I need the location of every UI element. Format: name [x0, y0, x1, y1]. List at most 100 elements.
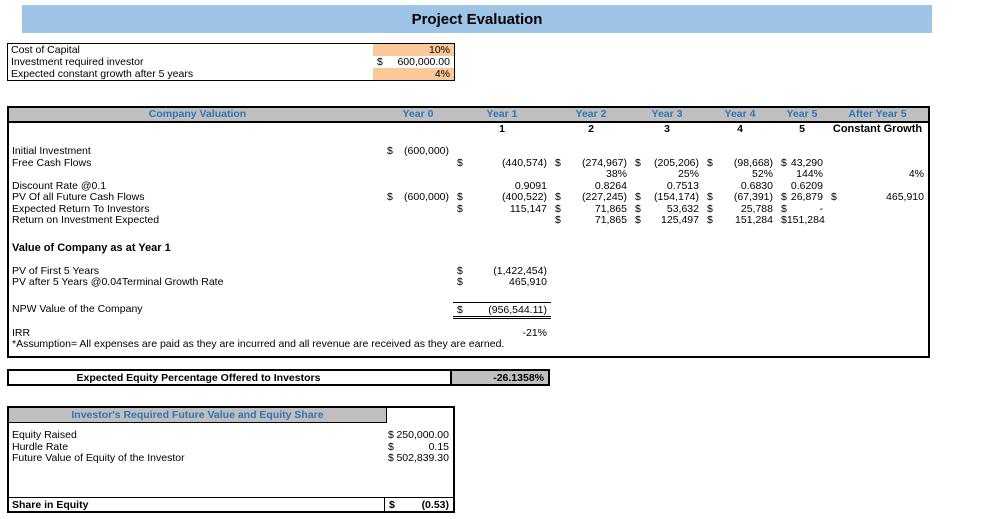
assumption-note: *Assumption= All expenses are paid as th…: [12, 338, 505, 350]
cell-value: 43,290: [790, 156, 823, 169]
col-header-year4: Year 4: [724, 108, 756, 120]
cell-value: (205,206): [654, 156, 699, 169]
period-5: 5: [799, 123, 805, 135]
irr-row: IRR -21%: [9, 327, 928, 340]
col-header-after-year5: After Year 5: [848, 108, 907, 120]
equity-banner-label: Expected Equity Percentage Offered to In…: [7, 369, 452, 386]
cell: $465,910: [453, 276, 551, 289]
cell: $ (600,000): [383, 145, 453, 158]
cell-value: (274,967): [582, 156, 627, 169]
cell: $ (227,245): [551, 191, 631, 204]
cell-value: 465,910: [886, 191, 924, 203]
currency-symbol: $: [377, 56, 383, 68]
currency-symbol: $: [457, 156, 463, 169]
currency-symbol: $: [388, 429, 394, 441]
cell-value: (154,174): [654, 191, 699, 203]
row-label: Share in Equity: [12, 498, 89, 511]
period-number-row: 1 2 3 4 5 Constant Growth: [9, 123, 928, 136]
investor-table: Investor's Required Future Value and Equ…: [7, 406, 455, 513]
cell: 25%: [677, 168, 699, 180]
cell: $502,839.30: [384, 452, 453, 465]
cell: $ (67,391): [703, 191, 777, 204]
cell-value: (600,000): [404, 191, 449, 203]
equity-percentage-banner: Expected Equity Percentage Offered to In…: [7, 369, 550, 386]
constant-growth-header: Constant Growth: [832, 123, 923, 135]
cell-value: 71,865: [594, 214, 627, 226]
row-label: NPW Value of the Company: [12, 302, 143, 315]
table-title: Company Valuation: [148, 108, 247, 120]
npw-total-cell: $ (956,544.11): [453, 301, 551, 319]
currency-symbol: $: [457, 202, 463, 215]
section-heading: Value of Company as at Year 1: [12, 241, 171, 254]
cell-value: 26,879: [790, 191, 823, 203]
investor-table-header: Investor's Required Future Value and Equ…: [9, 408, 453, 423]
period-2: 2: [588, 123, 594, 135]
share-in-equity-row: Share in Equity $ (0.53): [9, 496, 453, 513]
row-label: Equity Raised: [12, 429, 77, 441]
investment-required-input-cell[interactable]: $ 600,000.00: [373, 56, 454, 68]
currency-symbol: $: [781, 214, 787, 226]
row-label: Return on Investment Expected: [12, 214, 160, 226]
currency-symbol: $: [555, 156, 561, 169]
share-in-equity-cell: $ (0.53): [384, 497, 453, 513]
period-1: 1: [499, 123, 505, 135]
table-row: Investment required investor $ 600,000.0…: [8, 56, 454, 68]
spacer-row: [9, 289, 928, 302]
currency-symbol: $: [457, 276, 463, 288]
equity-percentage-cell[interactable]: -26.1358%: [450, 369, 550, 386]
currency-symbol: $: [387, 191, 393, 203]
growth-rate-input-cell[interactable]: 4%: [373, 68, 454, 80]
cell-value: (956,544.11): [488, 303, 547, 316]
currency-symbol: $: [781, 191, 787, 203]
table-row: PV Of all Future Cash Flows $ (600,000) $…: [9, 191, 928, 204]
assumptions-table: Cost of Capital 10% Investment required …: [7, 43, 455, 81]
investor-table-title: Investor's Required Future Value and Equ…: [9, 408, 387, 423]
currency-symbol: $: [388, 440, 394, 453]
cell: $ (1,422,454): [453, 264, 551, 278]
cell-value: (1,422,454): [493, 264, 547, 277]
cell: $ (440,574): [453, 156, 551, 170]
cell: $0.15: [384, 440, 453, 454]
currency-symbol: $: [635, 202, 641, 215]
col-header-year2: Year 2: [575, 108, 607, 120]
cell: 0.8264: [594, 179, 627, 192]
cell: $ -: [777, 202, 827, 216]
table-row: PV after 5 Years @0.04Terminal Growth Ra…: [9, 276, 928, 289]
currency-symbol: $: [388, 452, 394, 464]
spacer-row: [9, 227, 928, 241]
row-label: PV after 5 Years @0.04Terminal Growth Ra…: [12, 276, 224, 288]
cell: $ (205,206): [631, 156, 703, 170]
cell: $ (98,668): [703, 156, 777, 170]
cell: $ (154,174): [631, 191, 703, 204]
cell: 0.6830: [740, 179, 773, 192]
cost-of-capital-input-cell[interactable]: 10%: [373, 44, 454, 56]
table-row: Return on Investment Expected $71,865 $1…: [9, 214, 928, 227]
currency-symbol: $: [387, 145, 393, 157]
currency-symbol: $: [781, 202, 787, 215]
cell: $250,000.00: [384, 429, 453, 442]
currency-symbol: $: [457, 191, 463, 203]
spacer-row: [9, 465, 453, 497]
row-label: Future Value of Equity of the Investor: [12, 452, 185, 464]
spacer-row: [9, 319, 928, 328]
col-header-year1: Year 1: [486, 108, 518, 120]
cell: $115,147: [453, 202, 551, 216]
spacer-row: [9, 256, 928, 266]
cell: $71,865: [551, 203, 631, 216]
cell: 144%: [796, 168, 823, 180]
page-title: Project Evaluation: [22, 5, 932, 33]
table-row: Cost of Capital 10%: [8, 44, 454, 56]
company-valuation-table: Company Valuation Year 0 Year 1 Year 2 Y…: [7, 106, 930, 358]
currency-symbol: $: [635, 191, 641, 203]
cell: $151,284: [703, 214, 777, 227]
cell-value: (400,522): [502, 191, 547, 203]
col-header-year3: Year 3: [651, 108, 683, 120]
cell-value: -: [819, 202, 824, 215]
spacer-row: [9, 136, 928, 146]
cell: $125,497: [631, 214, 703, 227]
currency-symbol: $: [555, 191, 561, 203]
cell-value: (440,574): [502, 156, 547, 169]
cell: $53,632: [631, 202, 703, 216]
currency-symbol: $: [707, 156, 713, 169]
